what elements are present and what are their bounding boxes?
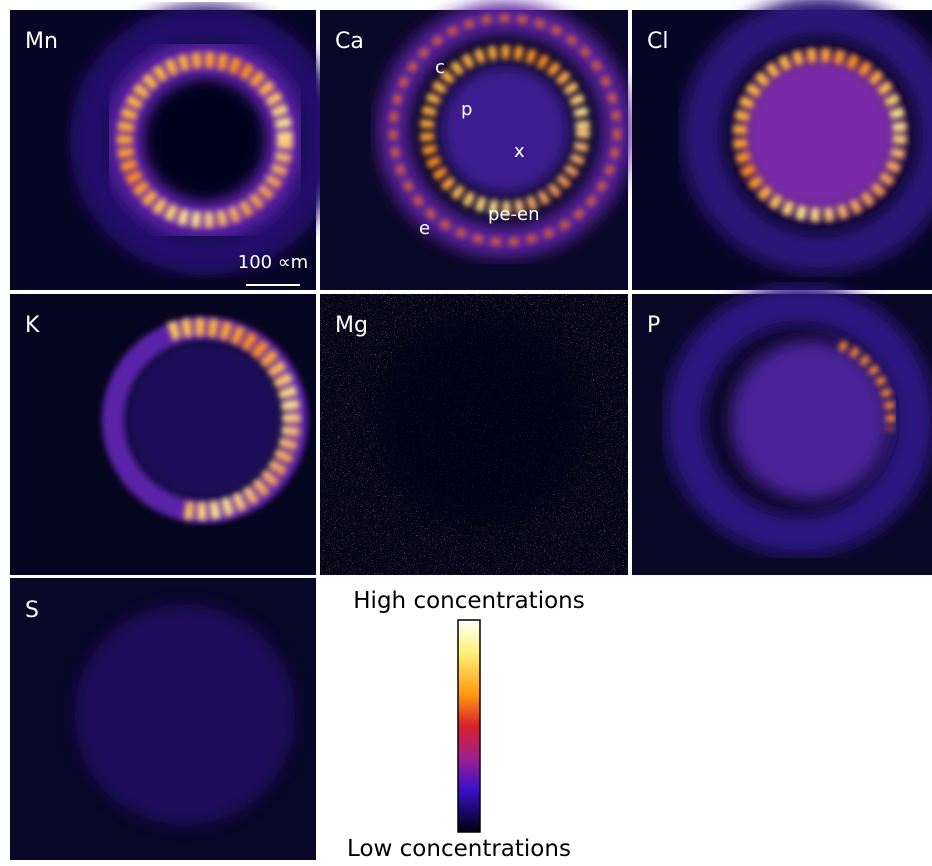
panel-p: P [632, 285, 932, 575]
panel-k: K [10, 294, 316, 575]
panel-ca: Ca c p x pe-en e [320, 3, 632, 290]
panel-label: K [25, 313, 40, 338]
scale-bar-label: 100 ∝m [238, 252, 308, 273]
annotation: x [514, 141, 525, 162]
colorbar-gradient [457, 619, 481, 833]
annotation: p [461, 99, 472, 120]
annotation: e [419, 218, 430, 239]
panel-label: S [25, 598, 39, 623]
panel-label: Ca [335, 29, 364, 54]
annotation: c [435, 57, 445, 78]
panel-label: Cl [647, 29, 668, 54]
panel-mg: Mg [320, 294, 628, 575]
panel-mn: Mn 100 ∝m [10, 5, 340, 290]
panel-label: Mn [25, 29, 58, 54]
colorbar-low-label: Low concentrations [347, 836, 571, 862]
panel-label: Mg [335, 313, 368, 338]
panel-cl: Cl [632, 0, 932, 290]
panel-label: P [647, 313, 660, 338]
colorbar-high-label: High concentrations [353, 588, 584, 614]
annotation: pe-en [488, 204, 539, 225]
panel-s: S [10, 578, 316, 860]
colorbar: High concentrations Low concentrations [347, 588, 585, 862]
